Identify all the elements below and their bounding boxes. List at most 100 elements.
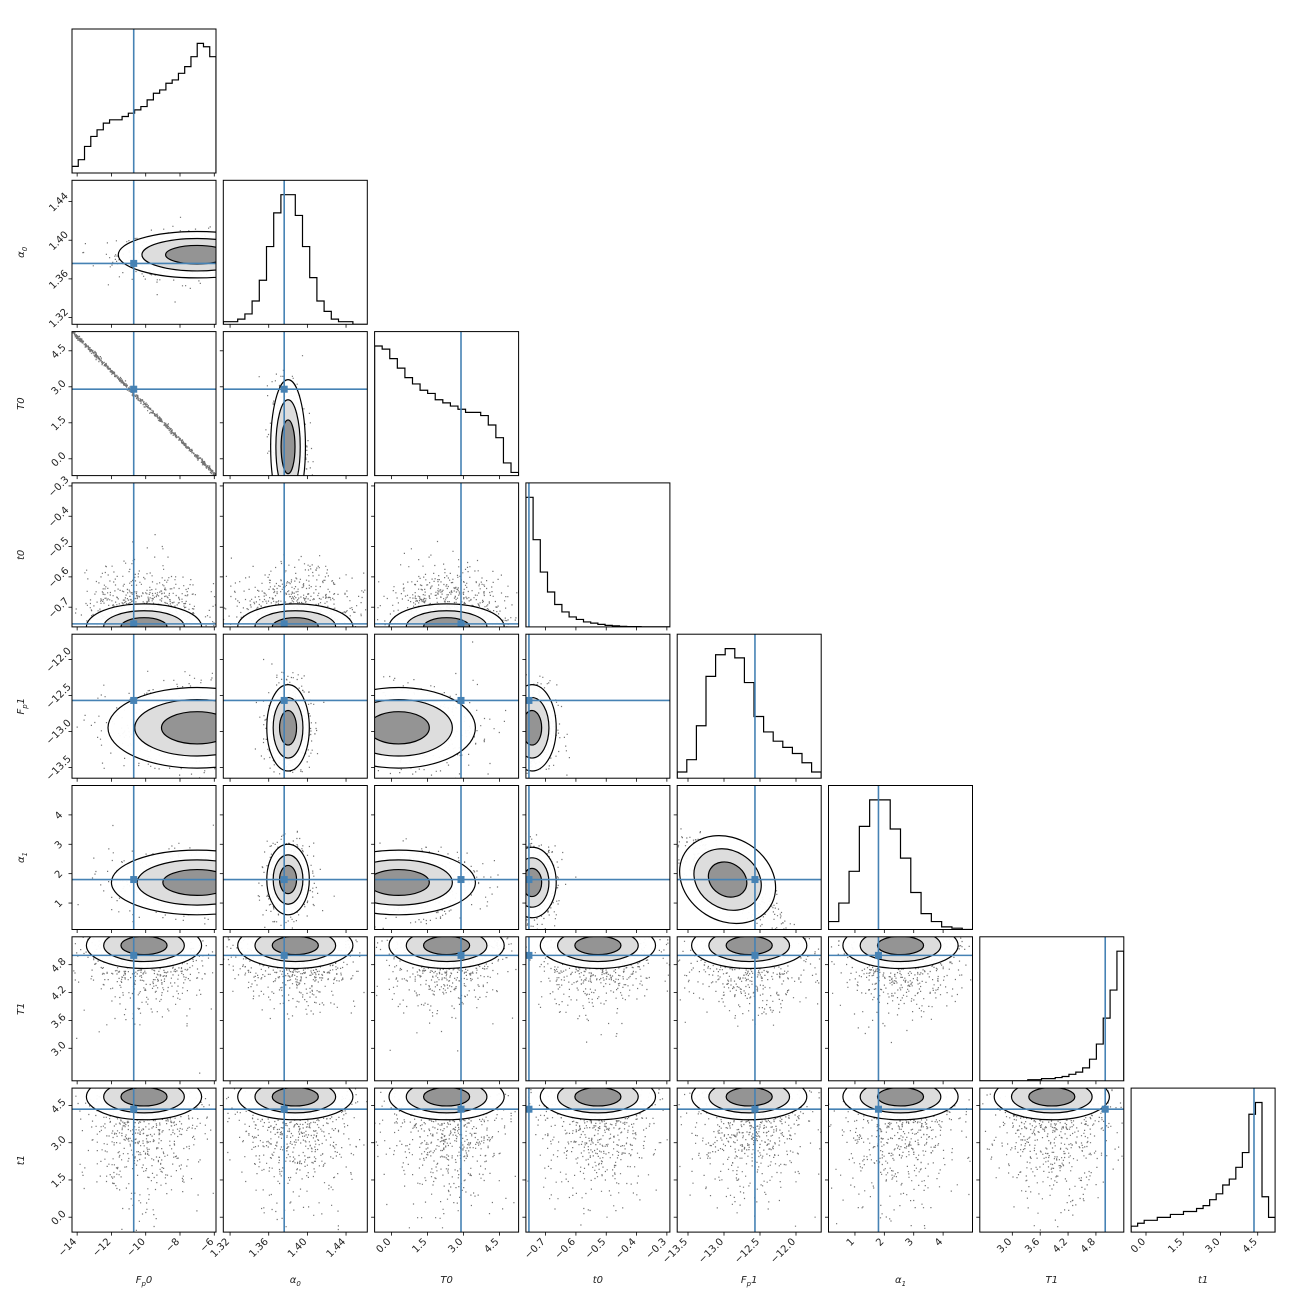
scatter-points [72,331,216,476]
x-tick-label: 1 [845,1236,857,1248]
truth-marker [457,876,465,884]
panel-7-2: 0.0 1.5 3.0 4.5 [371,1087,520,1255]
x-tick-label: −13.0 [697,1236,726,1265]
density-contour [1028,1088,1076,1107]
panel-5-1 [219,785,368,933]
y-tick-label: 4.5 [50,342,69,361]
panel-frame [374,331,520,477]
panel-frame [374,785,520,930]
truth-marker [525,876,533,884]
y-tick-label: 1.5 [50,1172,69,1191]
density-contour [525,709,543,746]
panel-6-6 [979,936,1125,1085]
truth-marker [130,620,138,627]
y-tick-label: −0.5 [47,535,72,560]
panel-frame [979,1087,1125,1233]
panel-0-0 [71,28,217,177]
density-contour [120,1088,168,1107]
panel-frame [525,633,671,779]
density-contour [374,868,430,897]
x-tick-label: 2 [874,1236,886,1248]
x-tick-label: 3.0 [995,1236,1014,1255]
panel-3-1 [219,482,368,631]
truth-marker [751,876,759,884]
density-contour [422,1088,471,1107]
panel-frame [71,936,217,1082]
panel-frame [71,28,217,174]
truth-marker [874,951,882,959]
density-contour [574,936,622,956]
x-tick-label: 1.36 [247,1236,271,1260]
density-contour [120,936,168,956]
histogram-T0 [374,345,519,476]
y-tick-label: 4.5 [50,1097,69,1116]
panel-4-1 [219,633,368,782]
density-contour [165,244,216,265]
panel-frame [1130,1087,1276,1233]
density-contour [725,1088,773,1107]
y-axis-label-t1: t1 [16,1155,27,1165]
y-tick-label: 0.0 [50,1209,69,1228]
density-contour [162,868,216,897]
histogram-T1 [979,950,1124,1081]
truth-marker [751,1105,759,1113]
truth-marker [130,1105,138,1113]
panel-6-3 [522,936,671,1085]
panel-7-3: −0.7 −0.6 −0.5 −0.4 −0.3 [522,1087,671,1261]
x-tick-label: 4.5 [1241,1236,1260,1255]
panel-frame [676,936,822,1082]
truth-marker [525,696,533,704]
panel-frame [828,785,973,930]
x-tick-label: 0.0 [374,1236,393,1255]
density-contour [525,867,543,898]
panel-frame [71,179,217,325]
density-contour [280,419,296,475]
y-tick-label: 4.2 [50,984,69,1003]
histogram-α_0 [223,194,368,325]
x-axis-label-F_p1: Fp1 [741,1275,758,1288]
panel-3-2 [371,482,520,631]
x-tick-label: 1.5 [1166,1236,1185,1255]
panel-frame [828,936,973,1082]
y-tick-label: 1.32 [47,307,71,331]
panel-7-7: 0.0 1.5 3.0 4.5 [1129,1087,1276,1255]
truth-marker [130,951,138,959]
y-tick-label: 3.0 [50,378,69,397]
panel-6-4 [673,936,822,1085]
panel-5-5 [828,785,973,933]
panel-frame [525,1087,671,1233]
y-tick-label: −0.3 [47,475,72,500]
panel-7-1: 1.32 1.36 1.40 1.44 [209,1087,368,1260]
panel-5-3 [522,785,671,933]
y-tick-label: −0.6 [47,565,72,590]
panel-frame [374,936,520,1082]
density-contour [876,936,925,956]
panel-frame [374,482,520,628]
density-contour [374,711,430,745]
x-axis-label-F_p0: Fp0 [136,1275,153,1288]
panel-frame [676,1087,822,1233]
panel-6-5 [825,936,973,1085]
x-tick-label: 1.32 [209,1236,233,1260]
x-axis-label-α_1: α1 [895,1275,906,1288]
truth-marker [457,620,465,627]
panel-5-4 [673,785,822,933]
x-tick-label: −12.5 [733,1236,762,1265]
panel-4-4 [676,633,822,782]
panel-frame [222,1087,368,1233]
panel-frame [525,482,671,628]
y-tick-label: 3.0 [50,1040,69,1059]
truth-marker [525,951,533,959]
histogram-α_1 [828,799,973,930]
panel-2-1 [219,331,368,480]
x-tick-label: −0.6 [553,1236,578,1261]
truth-marker [130,876,138,884]
panel-7-6: 3.0 3.6 4.2 4.8 [976,1087,1125,1255]
y-tick-label: 4.8 [50,956,69,975]
panel-5-2 [371,785,520,933]
x-tick-label: 3.0 [1204,1236,1223,1255]
y-axis-label-T1: T1 [16,1003,27,1015]
histogram-t1 [1131,1101,1276,1233]
x-tick-label: 1.40 [286,1236,310,1260]
